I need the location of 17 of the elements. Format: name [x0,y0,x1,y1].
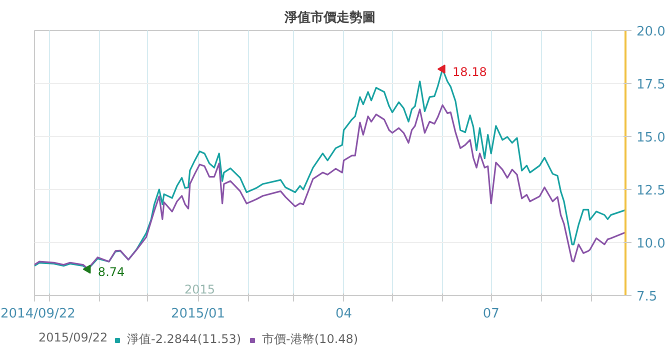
annotation: 8.74 [98,265,125,280]
y-tick-label: 10.0 [636,236,666,252]
annotation: 2015 [184,282,216,296]
y-tick-label: 7.5 [636,290,658,304]
legend-title: 2015/09/22 [38,330,108,344]
y-tick-label: 15.0 [636,130,666,146]
legend-label: 淨值-2.2844(11.53) [127,331,242,348]
legend-label: 市價-港幣(10.48) [262,331,358,348]
x-tick-label: 2014/09/22 [0,306,76,322]
y-tick-label: 20.0 [636,24,666,40]
x-tick-label: 2015/01 [171,306,226,322]
annotation: 18.18 [452,65,487,80]
chart-title: 淨值市價走勢圖 [284,10,376,26]
y-tick-label: 17.5 [636,78,666,92]
x-tick-label: 04 [335,306,352,322]
x-tick-label: 07 [482,306,500,322]
y-tick-label: 12.5 [636,184,666,198]
